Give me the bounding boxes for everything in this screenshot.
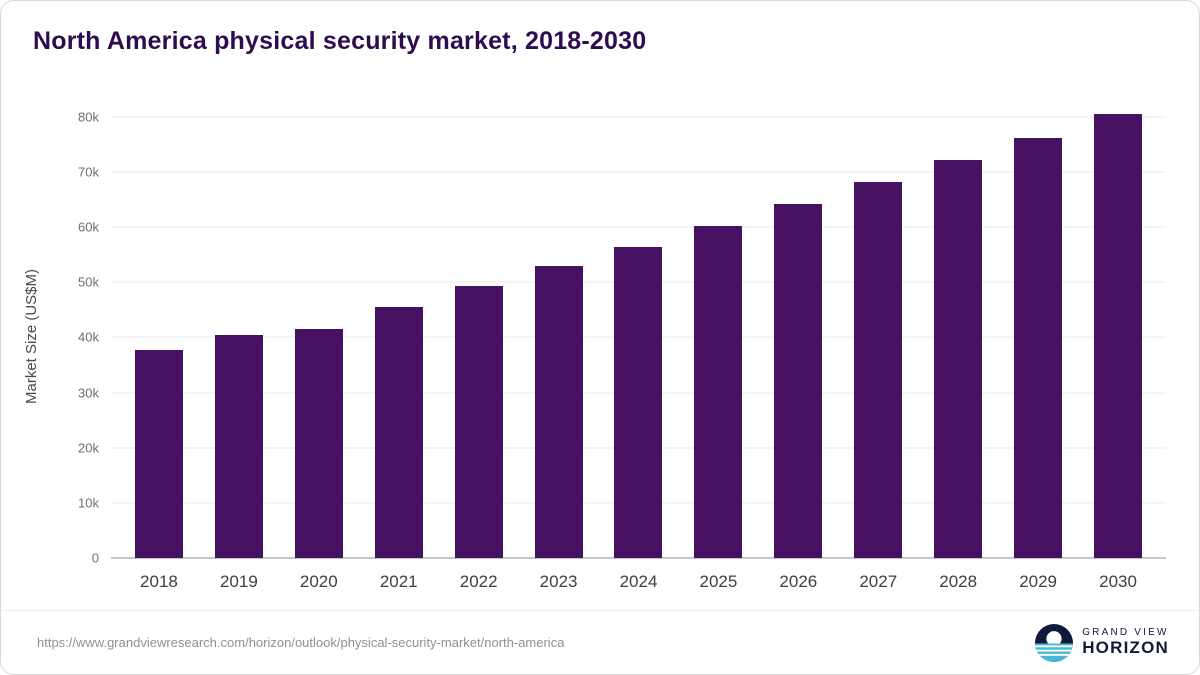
x-axis-label: 2029 [1019,572,1058,591]
bar-2021 [374,307,423,558]
brand-name-top: GRAND VIEW [1082,626,1169,638]
x-axis-label: 2018 [140,572,178,591]
bar-column: 2024 [599,114,679,591]
y-tick-label: 30k [78,385,99,401]
y-axis-title: Market Size (US$M) [23,268,41,404]
source-url: https://www.grandviewresearch.com/horizo… [37,635,565,650]
bar-2025 [694,225,743,558]
y-tick-label: 20k [78,440,99,456]
bar-column: 2021 [359,114,439,591]
bar-column: 2023 [519,114,599,591]
bar-column: 2030 [1078,114,1158,591]
x-axis-label: 2020 [299,572,338,591]
y-tick-label: 70k [78,164,99,180]
footer: https://www.grandviewresearch.com/horizo… [1,610,1199,674]
y-tick-label: 10k [78,495,99,511]
bar-column: 2027 [838,114,918,591]
horizon-logo-icon [1035,623,1074,662]
bar-column: 2022 [439,114,519,591]
x-axis-line [111,557,1166,559]
x-axis-label: 2019 [219,572,258,591]
bar-column: 2019 [199,114,279,591]
y-tick-label: 0 [91,550,99,566]
gridline [111,116,1166,118]
bar-series: 2018 2019 2020 2021 2022 2023 2024 2025 2026 2027… [111,114,1166,591]
x-axis-label: 2022 [459,572,498,591]
x-axis-label: 2021 [379,572,418,591]
chart-title: North America physical security market, … [33,27,647,55]
brand-text: GRAND VIEW HORIZON [1082,627,1169,658]
x-axis-label: 2025 [699,572,738,591]
bar-column: 2028 [918,114,998,591]
y-tick-label: 60k [78,219,99,235]
y-tick-label: 40k [78,329,99,345]
bar-column: 2025 [678,114,758,591]
gridline [111,226,1166,228]
y-axis-title-wrap: Market Size (US$M) [19,114,45,558]
bar-2029 [1014,137,1063,558]
x-axis-label: 2027 [859,572,898,591]
bar-2027 [854,181,903,558]
x-axis-label: 2024 [619,572,658,591]
bar-2026 [774,204,823,558]
bar-column: 2020 [279,114,359,591]
y-tick-label: 50k [78,274,99,290]
bar-column: 2029 [998,114,1078,591]
x-axis-label: 2023 [539,572,578,591]
bar-2019 [214,335,263,558]
bar-2024 [614,246,663,558]
x-axis-label: 2028 [939,572,978,591]
bar-2023 [534,265,583,558]
bar-2018 [134,349,183,558]
bar-2020 [294,329,343,558]
brand-logo: GRAND VIEW HORIZON [1035,623,1169,662]
bar-column: 2018 [119,114,199,591]
brand-name-bottom: HORIZON [1082,638,1169,658]
bar-column: 2026 [758,114,838,591]
bar-2030 [1094,114,1143,558]
bar-2022 [454,285,503,558]
x-axis-label: 2030 [1099,572,1137,591]
y-tick-label: 80k [78,109,99,125]
bar-2028 [934,160,983,558]
gridline [111,171,1166,173]
x-axis-label: 2026 [779,572,818,591]
plot-area: 0 10k 20k 30k 40k 50k 60k 70k 80k 2018 2019 2020 20… [78,109,1166,591]
